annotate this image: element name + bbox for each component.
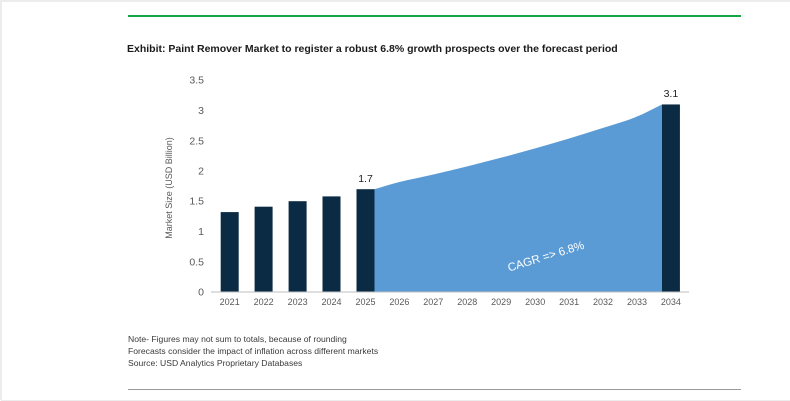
svg-text:2023: 2023: [288, 297, 308, 307]
svg-text:3: 3: [198, 105, 204, 117]
svg-text:2028: 2028: [457, 297, 477, 307]
svg-text:0: 0: [198, 287, 204, 299]
svg-text:1: 1: [198, 226, 204, 238]
svg-text:2031: 2031: [559, 297, 579, 307]
svg-text:2021: 2021: [220, 297, 240, 307]
svg-text:1.5: 1.5: [189, 196, 204, 208]
svg-text:2032: 2032: [593, 297, 613, 307]
svg-text:Market Size (USD Billion): Market Size (USD Billion): [164, 137, 174, 239]
svg-text:0.5: 0.5: [189, 256, 204, 268]
svg-text:2027: 2027: [423, 297, 443, 307]
svg-text:2024: 2024: [321, 297, 341, 307]
svg-text:2030: 2030: [525, 297, 545, 307]
svg-text:2033: 2033: [627, 297, 647, 307]
svg-text:2022: 2022: [254, 297, 274, 307]
svg-text:2: 2: [198, 166, 204, 178]
svg-text:3.5: 3.5: [189, 75, 204, 87]
svg-text:1.7: 1.7: [358, 173, 373, 185]
svg-text:2034: 2034: [661, 297, 681, 307]
svg-text:2026: 2026: [389, 297, 409, 307]
svg-text:2025: 2025: [355, 297, 375, 307]
svg-text:3.1: 3.1: [664, 88, 679, 100]
svg-text:2029: 2029: [491, 297, 511, 307]
svg-text:2.5: 2.5: [189, 135, 204, 147]
